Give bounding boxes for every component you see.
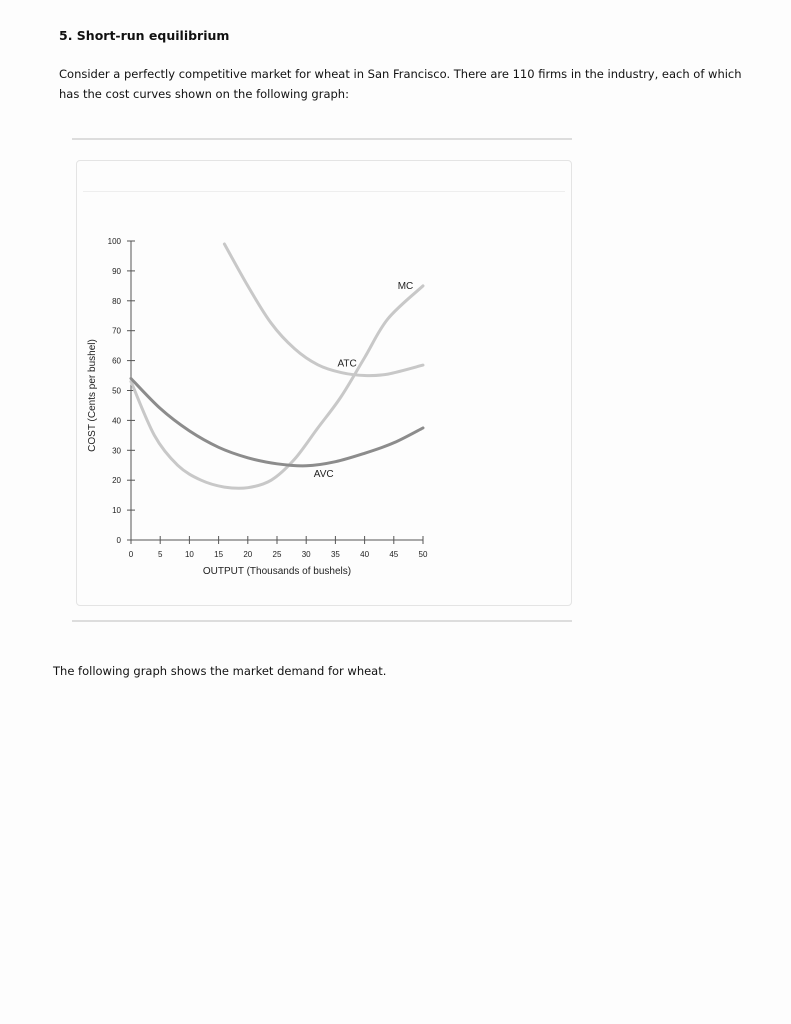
y-tick-label: 20 xyxy=(112,476,121,485)
y-tick-label: 60 xyxy=(112,357,121,366)
y-tick-label: 50 xyxy=(112,387,121,396)
avc-curve-label: AVC xyxy=(314,469,334,480)
y-tick-label: 30 xyxy=(112,446,121,455)
problem-title: 5. Short-run equilibrium xyxy=(59,28,230,43)
chart-curves xyxy=(129,242,425,490)
x-tick-label: 50 xyxy=(419,550,428,559)
x-tick-label: 35 xyxy=(331,550,340,559)
problem-intro: Consider a perfectly competitive market … xyxy=(59,67,742,101)
x-tick-label: 45 xyxy=(389,550,398,559)
x-tick-label: 40 xyxy=(360,550,369,559)
y-tick-label: 90 xyxy=(112,267,121,276)
y-axis-label: COST (Cents per bushel) xyxy=(87,339,98,452)
chart-labels: MC ATC AVC xyxy=(314,281,413,480)
x-tick-label: 25 xyxy=(273,550,282,559)
mc-curve xyxy=(129,284,425,490)
x-axis-label: OUTPUT (Thousands of bushels) xyxy=(203,566,351,577)
mc-curve-label: MC xyxy=(398,281,414,292)
y-tick-label: 0 xyxy=(117,536,122,545)
x-tick-label: 5 xyxy=(158,550,163,559)
separator-bottom xyxy=(72,620,572,622)
atc-curve xyxy=(222,242,425,378)
y-tick-label: 70 xyxy=(112,327,121,336)
graph-panel xyxy=(76,160,572,606)
y-tick-label: 10 xyxy=(112,506,121,515)
y-tick-label: 80 xyxy=(112,297,121,306)
chart-axes: 0 10 20 30 40 50 60 70 80 90 100 0 5 10 15 20 25 30 35 40 45… xyxy=(108,237,428,559)
x-tick-label: 30 xyxy=(302,550,311,559)
avc-curve xyxy=(129,377,425,468)
separator-top xyxy=(72,138,572,140)
x-tick-label: 0 xyxy=(129,550,134,559)
x-tick-label: 15 xyxy=(214,550,223,559)
y-tick-label: 40 xyxy=(112,416,121,425)
x-tick-label: 20 xyxy=(243,550,252,559)
atc-curve-label: ATC xyxy=(337,359,356,370)
x-tick-label: 10 xyxy=(185,550,194,559)
closing-text: The following graph shows the market dem… xyxy=(53,664,387,678)
y-tick-label: 100 xyxy=(108,237,122,246)
graph-panel-divider xyxy=(83,191,565,192)
